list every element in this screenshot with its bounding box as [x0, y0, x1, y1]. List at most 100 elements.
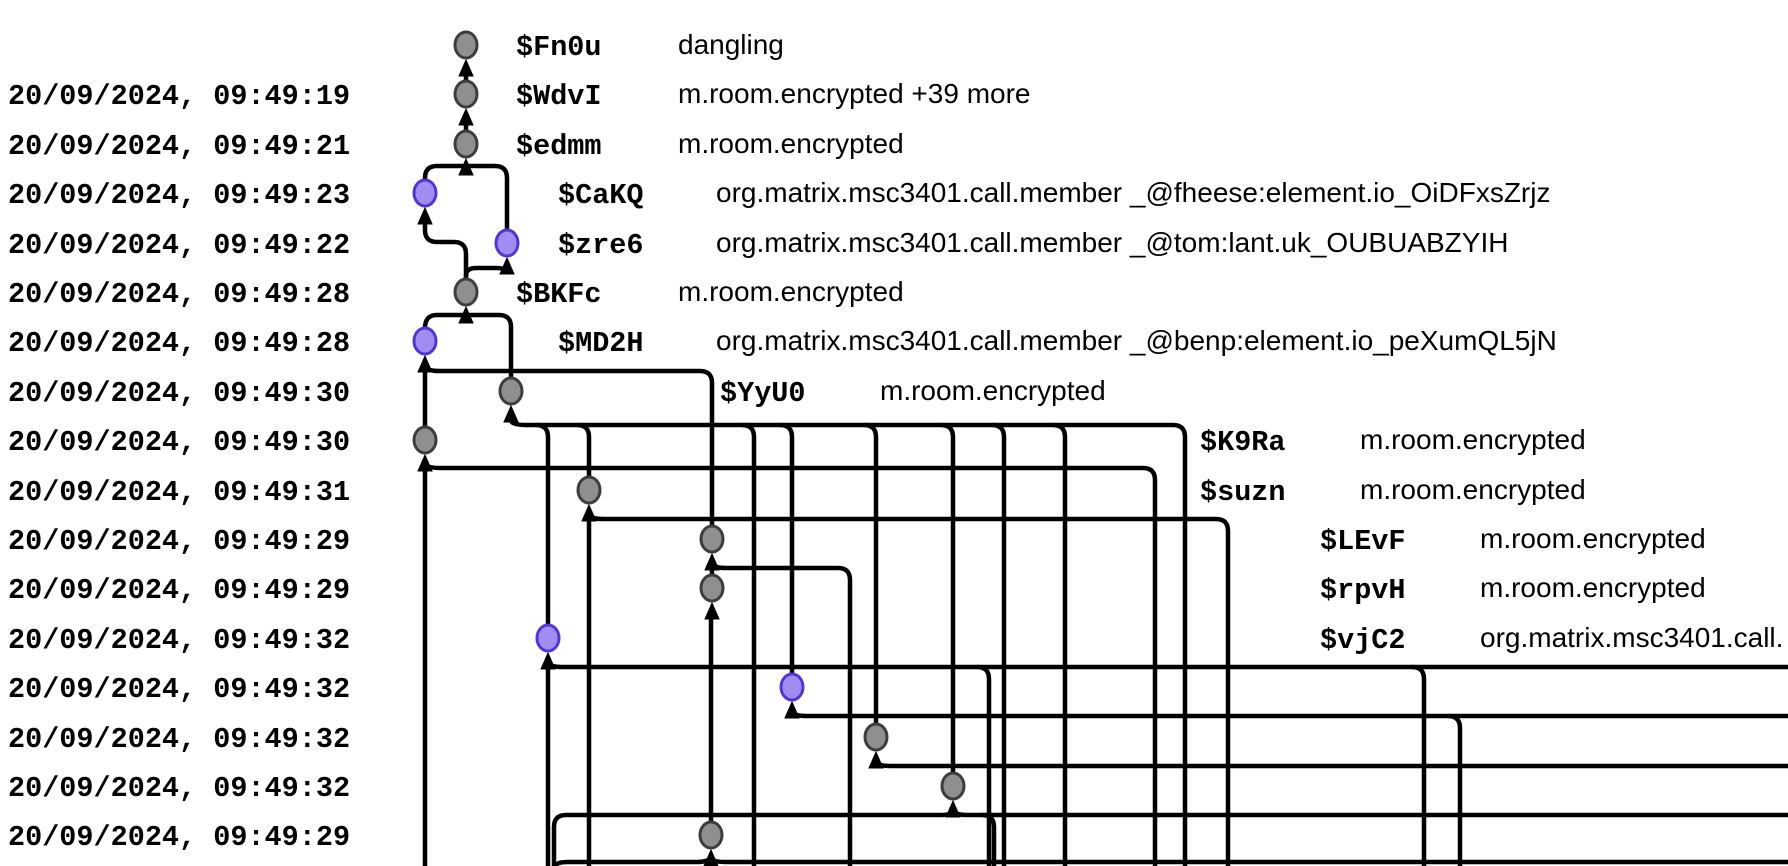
event-node-BKFc[interactable]: [453, 277, 479, 307]
event-node-YyU0[interactable]: [498, 376, 524, 406]
event-node-K9Ra[interactable]: [412, 425, 438, 455]
event-id-label[interactable]: $YyU0: [720, 377, 806, 410]
event-id-label[interactable]: $BKFc: [516, 278, 602, 311]
timestamp-label: 20/09/2024, 09:49:19: [8, 80, 350, 113]
edge-arrowhead: [458, 305, 474, 324]
timestamp-label: 20/09/2024, 09:49:22: [8, 229, 350, 262]
timestamp-label: 20/09/2024, 09:49:29: [8, 574, 350, 607]
dag-edge-vjc2-bus-drop-a: [1411, 664, 1427, 866]
event-type-label: m.room.encrypted: [678, 128, 904, 159]
dag-edge-below-to-yyu0-bus-c: [1052, 422, 1068, 866]
dag-edge-r15-to-yyu0-bus: [863, 422, 879, 724]
event-id-label[interactable]: $zre6: [558, 229, 644, 262]
edge-arrowhead: [417, 206, 433, 225]
event-type-label: org.matrix.msc3401.call.member _@fheese:…: [716, 177, 1550, 208]
event-type-label: m.room.encrypted: [1480, 572, 1706, 603]
edge-arrowhead: [868, 750, 884, 769]
node-layer: [412, 30, 966, 850]
timestamp-label: 20/09/2024, 09:49:30: [8, 426, 350, 459]
timestamp-label: 20/09/2024, 09:49:28: [8, 278, 350, 311]
timestamp-label: 20/09/2024, 09:49:31: [8, 476, 350, 509]
event-node-zre6[interactable]: [494, 228, 520, 258]
edge-arrowhead: [458, 107, 474, 126]
event-type-label: dangling: [678, 29, 784, 60]
dag-edge-r14-to-yyu0-bus: [779, 422, 795, 674]
event-id-label[interactable]: $LEvF: [1320, 525, 1406, 558]
edge-arrowhead: [499, 256, 515, 275]
event-id-label[interactable]: $vjC2: [1320, 624, 1406, 657]
event-node-row16[interactable]: [698, 820, 724, 850]
event-node-Fn0u[interactable]: [453, 30, 479, 60]
dag-edge-vjc2-to-yyu0-bus: [535, 422, 551, 625]
edge-arrowhead: [704, 552, 720, 571]
event-node-WdvI[interactable]: [453, 79, 479, 109]
event-node-suzn[interactable]: [576, 475, 602, 505]
dag-edge-yyu0-bus-main: [508, 419, 1188, 866]
event-node-LEvF[interactable]: [699, 524, 725, 554]
event-id-label[interactable]: $edmm: [516, 130, 602, 163]
dag-edge-r15-bus: [873, 759, 1788, 769]
dag-edge-cakq-zre6-bracket: [422, 163, 510, 230]
timestamp-label: 20/09/2024, 09:49:28: [8, 327, 350, 360]
event-node-row14[interactable]: [863, 722, 889, 752]
event-node-row13[interactable]: [779, 672, 805, 702]
arrow-layer: [417, 58, 961, 866]
edge-arrowhead: [581, 503, 597, 522]
dag-edge-below-to-yyu0-bus-a: [741, 422, 757, 866]
edge-arrowhead: [417, 354, 433, 373]
dag-edge-vjc2-bus: [545, 660, 1788, 670]
event-type-label: m.room.encrypted: [880, 375, 1106, 406]
timestamp-label: 20/09/2024, 09:49:32: [8, 772, 350, 805]
dag-edge-r17-bus-right: [708, 856, 1788, 865]
dag-edge-below-to-yyu0-bus-b: [991, 422, 1007, 866]
event-type-label: m.room.encrypted: [1360, 424, 1586, 455]
timestamp-label: 20/09/2024, 09:49:23: [8, 179, 350, 212]
timestamp-label: 20/09/2024, 09:49:29: [8, 821, 350, 854]
dag-edge-r14-bus: [789, 709, 1788, 719]
edge-arrowhead: [458, 157, 474, 176]
event-id-label[interactable]: $WdvI: [516, 80, 602, 113]
dag-edge-r16-bus-drop: [981, 812, 997, 866]
timestamp-label: 20/09/2024, 09:49:32: [8, 673, 350, 706]
event-type-label: m.room.encrypted: [1480, 523, 1706, 554]
edge-arrowhead: [503, 404, 519, 423]
event-id-label[interactable]: $K9Ra: [1200, 426, 1286, 459]
timestamp-label: 20/09/2024, 09:49:30: [8, 377, 350, 410]
event-type-label: org.matrix.msc3401.call.member _@benp:el…: [716, 325, 1557, 356]
dag-edge-r14-bus-drop: [1447, 713, 1463, 866]
event-node-CaKQ[interactable]: [412, 178, 438, 208]
event-type-label: m.room.encrypted: [678, 276, 904, 307]
event-id-label[interactable]: $suzn: [1200, 476, 1286, 509]
dag-edge-r16-bus-right: [950, 808, 1788, 818]
edge-arrowhead: [784, 700, 800, 719]
event-type-label: m.room.encrypted: [1360, 474, 1586, 505]
timestamp-label: 20/09/2024, 09:49:29: [8, 525, 350, 558]
timestamp-label: 20/09/2024, 09:49:32: [8, 723, 350, 756]
dag-edge-vjc2-bus-drop-b: [976, 664, 992, 866]
event-type-label: org.matrix.msc3401.call.member _@tom:lan…: [716, 227, 1508, 258]
dag-edge-r16-to-yyu0-bus: [940, 422, 956, 773]
event-node-MD2H[interactable]: [412, 326, 438, 356]
event-type-label: org.matrix.msc3401.call.: [1480, 622, 1783, 653]
edge-arrowhead: [540, 651, 556, 670]
event-node-rpvH[interactable]: [699, 573, 725, 603]
event-id-label[interactable]: $Fn0u: [516, 31, 602, 64]
edge-arrowhead: [458, 58, 474, 77]
edge-arrowhead: [703, 848, 719, 866]
event-node-vjC2[interactable]: [535, 623, 561, 653]
event-id-label[interactable]: $CaKQ: [558, 179, 644, 212]
edge-arrowhead: [945, 799, 961, 818]
edge-arrowhead: [417, 453, 433, 472]
event-node-row15[interactable]: [940, 771, 966, 801]
dag-edge-levf-to-md2h-bus: [422, 364, 715, 526]
label-layer: $Fn0u dangling 20/09/2024, 09:49:19 $WdvI m.…: [8, 29, 1783, 854]
event-id-label[interactable]: $MD2H: [558, 327, 644, 360]
dag-edge-suzn-to-yyu0-bus: [576, 422, 592, 477]
event-node-edmm[interactable]: [453, 129, 479, 159]
timestamp-label: 20/09/2024, 09:49:32: [8, 624, 350, 657]
event-id-label[interactable]: $rpvH: [1320, 574, 1406, 607]
timestamp-label: 20/09/2024, 09:49:21: [8, 130, 350, 163]
event-type-label: m.room.encrypted +39 more: [678, 78, 1031, 109]
